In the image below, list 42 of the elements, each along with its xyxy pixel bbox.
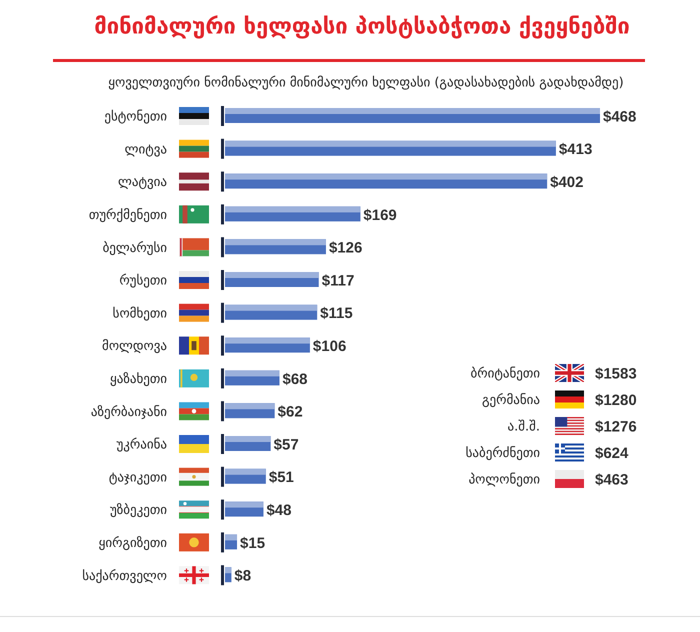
y-tick-label: უზბეკეთი bbox=[110, 503, 168, 518]
y-tick-label: ესტონეთი bbox=[104, 110, 168, 125]
category-label: პოლონეთი bbox=[468, 472, 540, 488]
y-tick-label: სომხეთი bbox=[112, 306, 168, 322]
data-label: $15 bbox=[240, 534, 266, 552]
data-label: $463 bbox=[595, 471, 628, 488]
data-label: $413 bbox=[558, 141, 592, 158]
y-tick-label: თურქმენეთი bbox=[88, 208, 168, 223]
category-label: გერმანია bbox=[482, 393, 540, 408]
data-label: $169 bbox=[363, 206, 397, 224]
y-tick-label: ლატვია bbox=[118, 175, 167, 190]
data-label: $51 bbox=[268, 469, 294, 486]
data-label: $402 bbox=[550, 174, 584, 191]
data-label: $68 bbox=[282, 370, 308, 388]
data-label: $468 bbox=[603, 108, 636, 126]
chart-title: მინიმალური ხელფასი პოსტსაბჭოთა ქვეყნებში bbox=[94, 14, 630, 40]
y-tick-label: ლიტვა bbox=[124, 142, 167, 158]
y-tick-label: მოლდოვა bbox=[102, 339, 167, 354]
y-tick-label: ბელარუსი bbox=[102, 240, 168, 256]
category-label: ბრიტანეთი bbox=[470, 366, 540, 382]
y-tick-label: ტაჯიკეთი bbox=[108, 470, 168, 486]
data-label: $1276 bbox=[595, 418, 637, 436]
data-label: $106 bbox=[312, 338, 346, 355]
data-label: $1280 bbox=[595, 392, 637, 409]
y-tick-label: აზერბაიჯანი bbox=[90, 404, 168, 420]
y-tick-label: რუსეთი bbox=[119, 274, 168, 289]
category-label: ა.შ.შ. bbox=[508, 420, 540, 435]
category-label: საბერძნეთი bbox=[466, 446, 540, 462]
data-label: $62 bbox=[278, 404, 303, 421]
y-tick-label: ყირგიზეთი bbox=[98, 536, 168, 551]
chart-subtitle: ყოველთვიური ნომინალური მინიმალური ხელფასი (გადასახადების გადახდამდე) bbox=[108, 76, 624, 91]
data-label: $1583 bbox=[595, 365, 637, 382]
y-tick-label: უკრაინა bbox=[116, 438, 167, 453]
data-label: $624 bbox=[595, 444, 630, 462]
data-label: $126 bbox=[328, 240, 362, 257]
data-label: $57 bbox=[274, 436, 299, 454]
data-label: $48 bbox=[266, 502, 292, 519]
y-tick-label: ყაზახეთი bbox=[110, 372, 168, 387]
data-label: $115 bbox=[320, 305, 353, 322]
data-label: $117 bbox=[322, 272, 354, 290]
y-tick-label: საქართველო bbox=[82, 568, 167, 584]
data-label: $8 bbox=[234, 568, 252, 585]
